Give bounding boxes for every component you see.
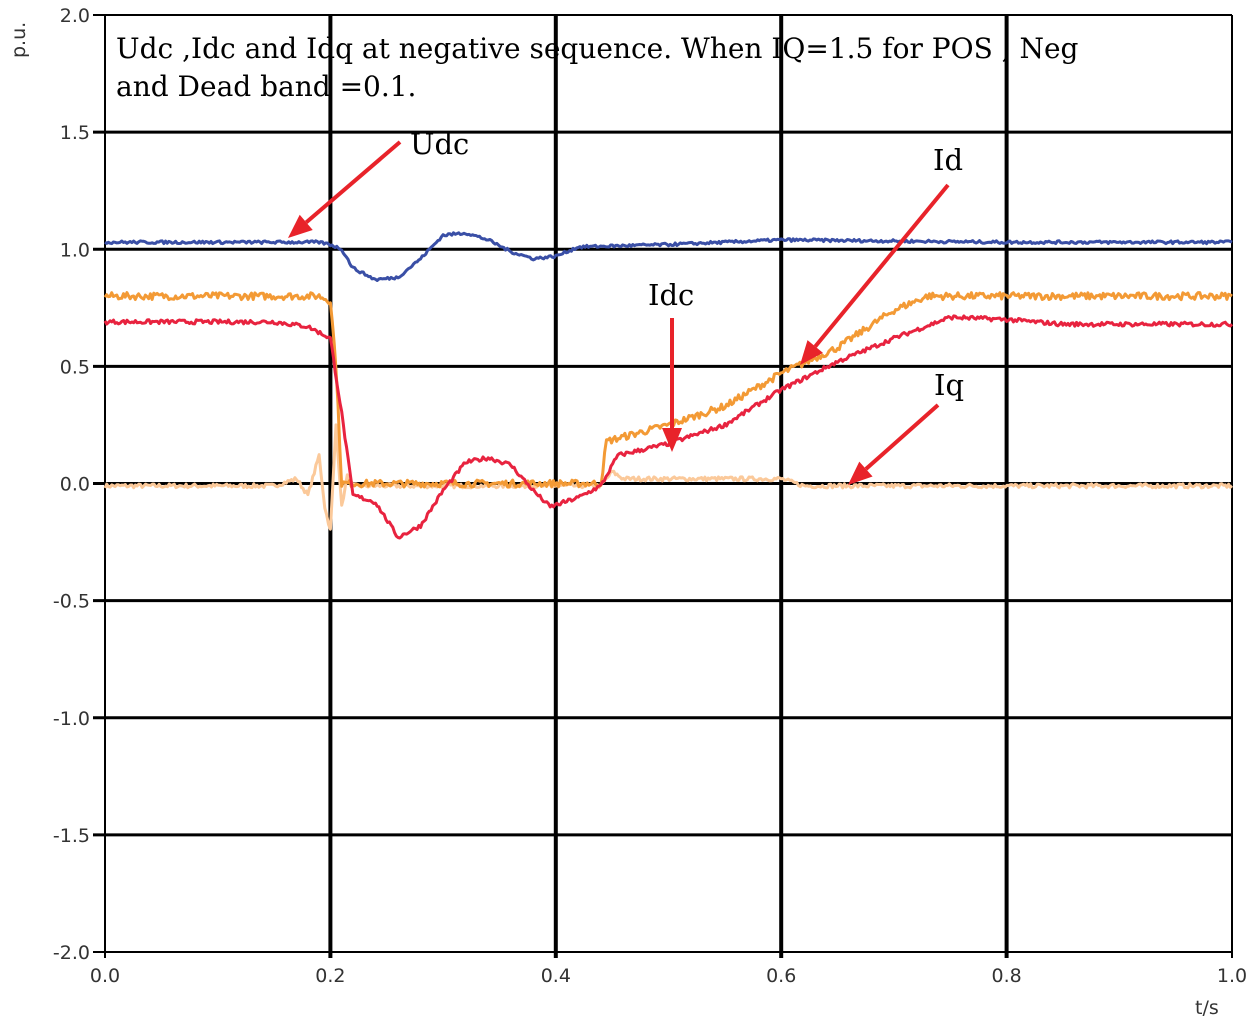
x-ticks: 0.0 0.2 0.4 0.6 0.8 1.0 (90, 965, 1247, 987)
annotation-arrowhead (288, 214, 313, 238)
annotation-label-idc: Idc (648, 278, 694, 312)
x-tick-label: 0.2 (315, 965, 345, 987)
x-tick-label: 0.0 (90, 965, 120, 987)
x-tick-label: 1.0 (1217, 965, 1247, 987)
annotations: Udc Id Idc Iq (288, 127, 964, 485)
y-tick-label: 1.0 (60, 239, 90, 261)
annotation-arrow-iq (864, 403, 940, 471)
annotation-label-udc: Udc (410, 127, 469, 161)
y-tick-label: -2.0 (53, 942, 90, 964)
x-tick-label: 0.8 (991, 965, 1021, 987)
y-tick-label: 1.5 (60, 122, 90, 144)
series-line-idc (103, 314, 1234, 540)
x-tick-label: 0.6 (766, 965, 796, 987)
x-tick-label: 0.4 (541, 965, 571, 987)
y-tick-label: -1.5 (53, 825, 90, 847)
y-tick-label: 0.5 (60, 356, 90, 378)
annotation-arrowhead (662, 428, 682, 452)
series-line-udc (104, 231, 1233, 282)
x-axis-label: t/s (1195, 997, 1219, 1019)
series-line-id (103, 291, 1233, 489)
series-line-iq (103, 423, 1233, 531)
chart-title-line-1: Udc ,Idc and Idq at negative sequence. W… (116, 32, 1079, 65)
annotation-arrowhead (800, 340, 823, 365)
y-tick-label: -0.5 (53, 591, 90, 613)
y-tick-label: 2.0 (60, 5, 90, 27)
annotation-label-iq: Iq (934, 368, 964, 402)
annotation-arrow-udc (304, 140, 402, 224)
y-tick-label: 0.0 (60, 474, 90, 496)
annotation-arrowhead (848, 461, 873, 485)
annotation-arrow-id (813, 183, 950, 348)
series-group (103, 231, 1234, 540)
annotation-label-id: Id (933, 143, 963, 177)
y-tick-label: -1.0 (53, 708, 90, 730)
y-axis-label: p.u. (8, 22, 30, 58)
chart-title-line-2: and Dead band =0.1. (116, 70, 416, 103)
y-ticks: 2.0 1.5 1.0 0.5 0.0 -0.5 -1.0 -1.5 -2.0 (53, 5, 90, 964)
